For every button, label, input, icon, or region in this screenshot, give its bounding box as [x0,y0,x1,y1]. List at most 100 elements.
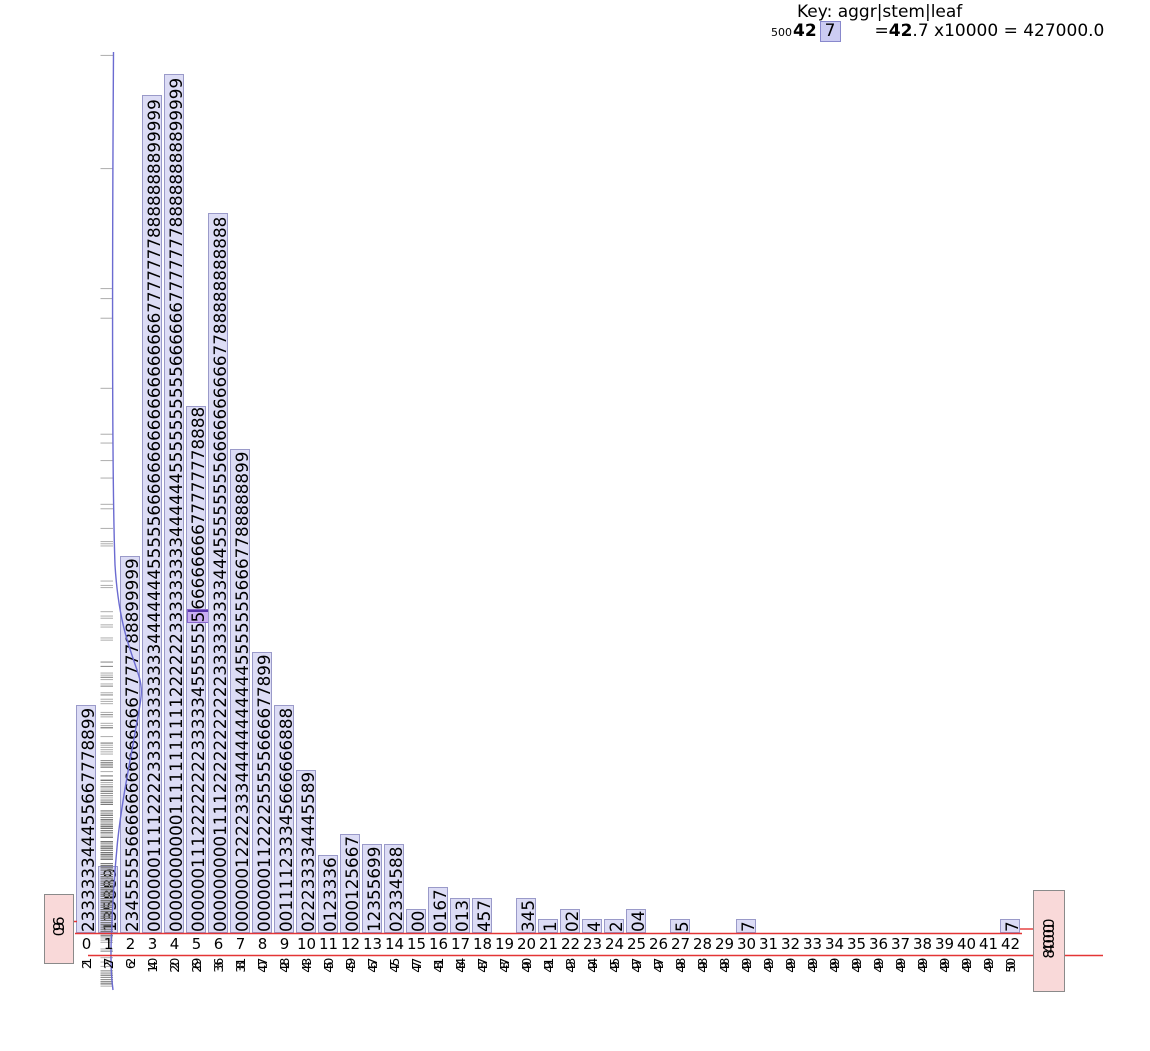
leaf-string[interactable]: 00000011222255555666677899 [253,654,274,932]
axis-max-label: 840000.0 [1040,923,1058,959]
stem-label-2: 2 [125,935,136,953]
stem-bar-0[interactable]: 233333344455667778899 [75,705,98,933]
leaf-string[interactable]: 000125667 [341,835,362,932]
aggr-label: 220 [166,962,182,973]
aggr-label: 62 [122,962,138,970]
stem-bar-12[interactable]: 000125667 [339,833,362,933]
stem-label-5: 5 [191,935,202,953]
aggr-label: 495 [606,962,622,973]
leaf-string[interactable]: 0123336 [319,857,340,932]
stem-bar-27[interactable]: 5 [669,919,692,933]
stem-bar-13[interactable]: 12355699 [361,844,384,933]
leaf-string[interactable]: 7 [737,921,758,932]
stem-label-35: 35 [846,935,867,953]
leaf-string[interactable]: 0000001222233344444444444555555566677888… [231,451,252,932]
leaf-string[interactable]: 001111233345666666888 [275,707,296,932]
aggr-label: 21 [78,962,94,970]
leaf-string[interactable]: 233333344455667778899 [77,707,98,932]
key-formula-rest: .7 x10000 = 427000.0 [912,21,1105,41]
stem-bar-8[interactable]: 00000011222255555666677899 [251,651,274,933]
stem-label-12: 12 [340,935,361,953]
leaf-string[interactable]: 12355699 [363,846,384,932]
stem-label-1: 1 [103,935,114,953]
stem-bar-24[interactable]: 2 [603,919,626,933]
aggr-label: 499 [760,962,776,973]
stem-bar-23[interactable]: 4 [581,919,604,933]
stem-bar-30[interactable]: 7 [735,919,758,933]
leaf-string[interactable]: 7 [1001,921,1022,932]
leaf-string[interactable]: 0000000111122223333333333334444444555556… [143,99,164,932]
stem-bar-17[interactable]: 013 [449,897,472,933]
leaf-string[interactable]: 04 [627,910,648,932]
stem-bar-20[interactable]: 345 [515,897,538,933]
stem-label-33: 33 [802,935,823,953]
stem-label-15: 15 [406,935,427,953]
leaf-string[interactable]: 345 [517,899,538,932]
stem-label-9: 9 [279,935,290,953]
stem-bar-5[interactable]: 0000001112222222233333455555556666666677… [185,405,210,933]
aggr-label: 487 [474,962,490,973]
stem-bar-21[interactable]: 1 [537,919,560,933]
leaf-string[interactable]: 2 [605,921,626,932]
leaf-string[interactable]: 02334588 [385,846,406,932]
aggr-label: 459 [342,962,358,973]
aggr-label: 491 [540,962,556,973]
stem-bar-10[interactable]: 022233334445589 [295,769,318,933]
leaf-string[interactable]: 0000000000011111111111222222333333333444… [165,77,186,932]
leaf-string[interactable]: 135889 [99,867,120,932]
leaf-string[interactable]: 23455555666666666666667777788899999 [121,558,142,932]
stem-label-30: 30 [736,935,757,953]
aggr-label: 381 [232,962,248,973]
stem-bar-16[interactable]: 0167 [427,887,450,933]
leaf-string[interactable]: 4 [583,921,604,932]
stem-bar-42[interactable]: 7 [999,919,1022,933]
leaf-string[interactable]: 0167 [429,889,450,932]
stem-label-21: 21 [538,935,559,953]
stem-label-22: 22 [560,935,581,953]
stem-label-31: 31 [758,935,779,953]
aggr-label: 499 [782,962,798,973]
aggr-label: 487 [496,962,512,973]
stem-label-6: 6 [213,935,224,953]
stem-bar-4[interactable]: 0000000000011111111111222222333333333444… [163,74,186,933]
leaf-string[interactable]: 5 [671,921,692,932]
aggr-label: 428 [276,962,292,973]
stem-bar-18[interactable]: 457 [471,897,494,933]
stem-bar-9[interactable]: 001111233345666666888 [273,705,296,933]
stem-label-11: 11 [318,935,339,953]
stem-bar-2[interactable]: 23455555666666666666667777788899999 [119,555,142,933]
stem-bar-7[interactable]: 0000001222233344444444444555555566677888… [229,448,252,933]
axis-min-box: 0.96 [44,894,74,964]
stem-label-24: 24 [604,935,625,953]
leaf-string[interactable]: 013 [451,899,472,932]
stem-label-27: 27 [670,935,691,953]
stem-bar-3[interactable]: 0000000111122223333333333334444444555556… [141,95,164,933]
stem-bar-11[interactable]: 0123336 [317,855,340,933]
selected-leaf[interactable]: 5 [185,609,210,623]
key-example: 500 42 7 = 42 .7 x10000 = 427000.0 [771,21,1104,42]
stem-bar-25[interactable]: 04 [625,908,648,933]
aggr-label: 494 [584,962,600,973]
leaf-string[interactable]: 457 [473,899,494,932]
stem-bar-6[interactable]: 0000000001111222222222223333333334445555… [207,213,230,933]
stem-bar-15[interactable]: 00 [405,908,428,933]
aggr-label: 475 [386,962,402,973]
stem-bar-1[interactable]: 135889 [97,865,120,933]
aggr-label: 450 [320,962,336,973]
aggr-label: 499 [914,962,930,973]
stem-label-25: 25 [626,935,647,953]
stem-label-20: 20 [516,935,537,953]
stem-label-32: 32 [780,935,801,953]
stem-bar-22[interactable]: 02 [559,908,582,933]
leaf-string[interactable]: 1 [539,921,560,932]
leaf-string[interactable]: 0000000001111222222222223333333334445555… [209,216,230,932]
stem-bar-14[interactable]: 02334588 [383,844,406,933]
data-rug [100,54,113,987]
leaf-string[interactable]: 0000001112222222233333455555556666666677… [185,406,210,932]
stem-label-0: 0 [81,935,92,953]
aggr-label: 498 [694,962,710,973]
aggr-label: 500 [1002,962,1018,973]
leaf-string[interactable]: 022233334445589 [297,771,318,932]
leaf-string[interactable]: 02 [561,910,582,932]
leaf-string[interactable]: 00 [407,910,428,932]
